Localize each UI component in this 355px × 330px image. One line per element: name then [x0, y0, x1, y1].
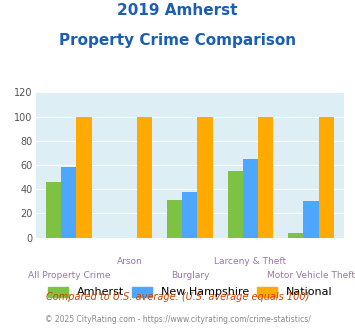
Bar	[228, 171, 243, 238]
Text: © 2025 CityRating.com - https://www.cityrating.com/crime-statistics/: © 2025 CityRating.com - https://www.city…	[45, 315, 310, 324]
Text: 2019 Amherst: 2019 Amherst	[117, 3, 238, 18]
Bar	[319, 116, 334, 238]
Bar	[137, 116, 152, 238]
Text: Burglary: Burglary	[171, 271, 209, 280]
Bar	[76, 116, 92, 238]
Text: Arson: Arson	[116, 257, 142, 266]
Text: Larceny & Theft: Larceny & Theft	[214, 257, 286, 266]
Bar	[288, 233, 304, 238]
Bar	[46, 182, 61, 238]
Bar	[182, 192, 197, 238]
Bar	[197, 116, 213, 238]
Text: All Property Crime: All Property Crime	[28, 271, 110, 280]
Bar	[304, 201, 319, 238]
Bar	[167, 200, 182, 238]
Bar	[61, 167, 76, 238]
Text: Motor Vehicle Theft: Motor Vehicle Theft	[267, 271, 355, 280]
Text: Compared to U.S. average. (U.S. average equals 100): Compared to U.S. average. (U.S. average …	[46, 292, 309, 302]
Text: Property Crime Comparison: Property Crime Comparison	[59, 33, 296, 48]
Bar	[243, 159, 258, 238]
Bar	[258, 116, 273, 238]
Legend: Amherst, New Hampshire, National: Amherst, New Hampshire, National	[48, 287, 332, 297]
